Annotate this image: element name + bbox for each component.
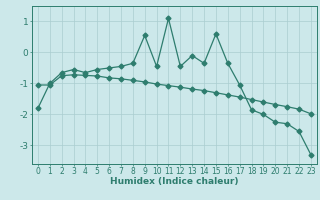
X-axis label: Humidex (Indice chaleur): Humidex (Indice chaleur)	[110, 177, 239, 186]
